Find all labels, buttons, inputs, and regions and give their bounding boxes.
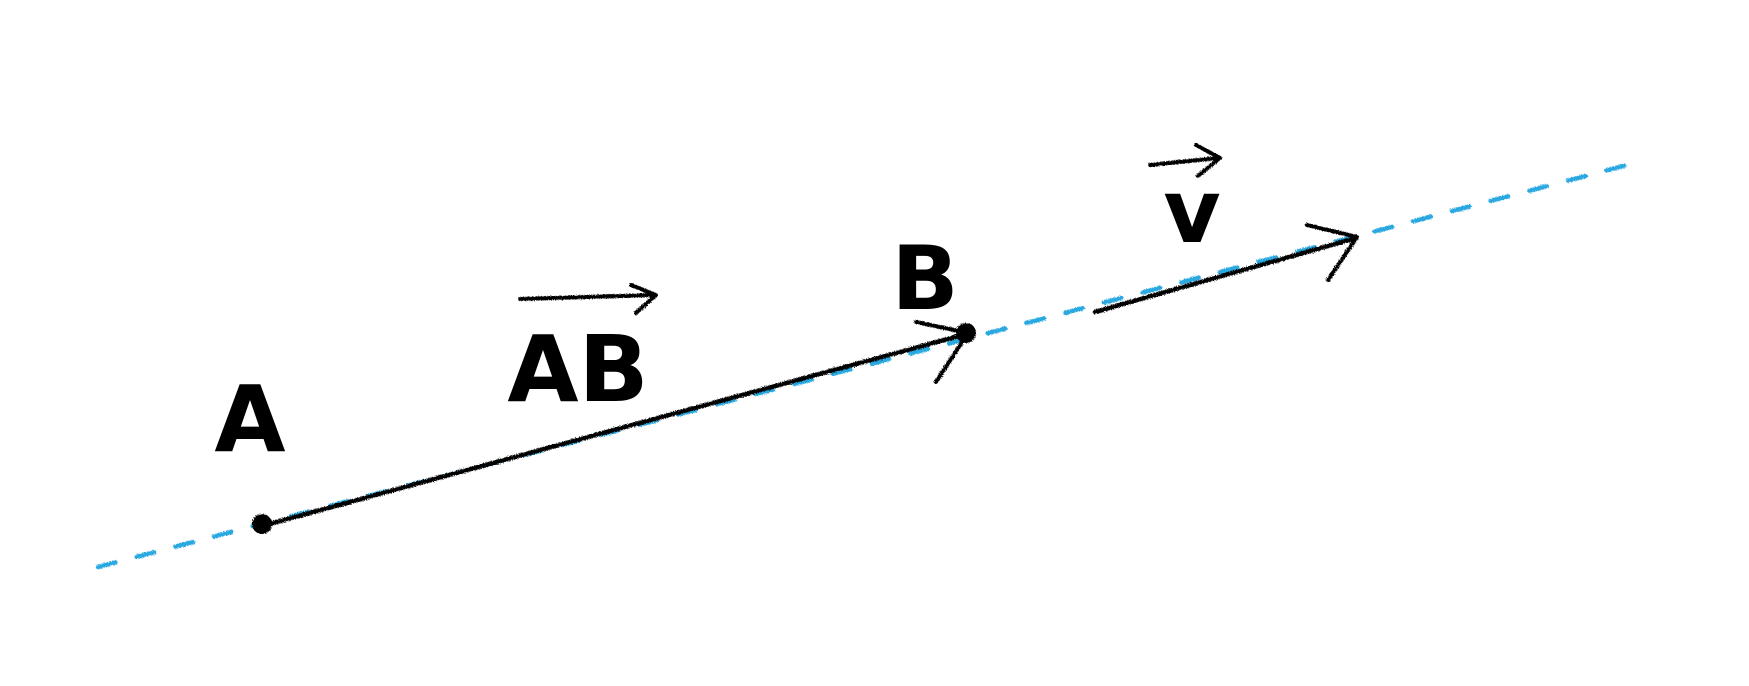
point-a-dot <box>252 514 272 534</box>
vector-v-shaft <box>1092 235 1359 315</box>
vector-ab-label-arrow <box>518 283 658 315</box>
point-a-label: A <box>214 366 285 473</box>
vector-v-label: v <box>1163 160 1220 263</box>
vector-ab-shaft <box>259 331 969 529</box>
support-line <box>95 160 1638 570</box>
vector-v-label-arrow <box>1148 143 1222 178</box>
vector-ab-label: AB <box>507 316 648 423</box>
point-b-label: B <box>891 227 958 330</box>
vector-v <box>1092 223 1359 315</box>
vector-v-arrowhead <box>1305 223 1359 282</box>
point-b-dot <box>956 323 976 343</box>
